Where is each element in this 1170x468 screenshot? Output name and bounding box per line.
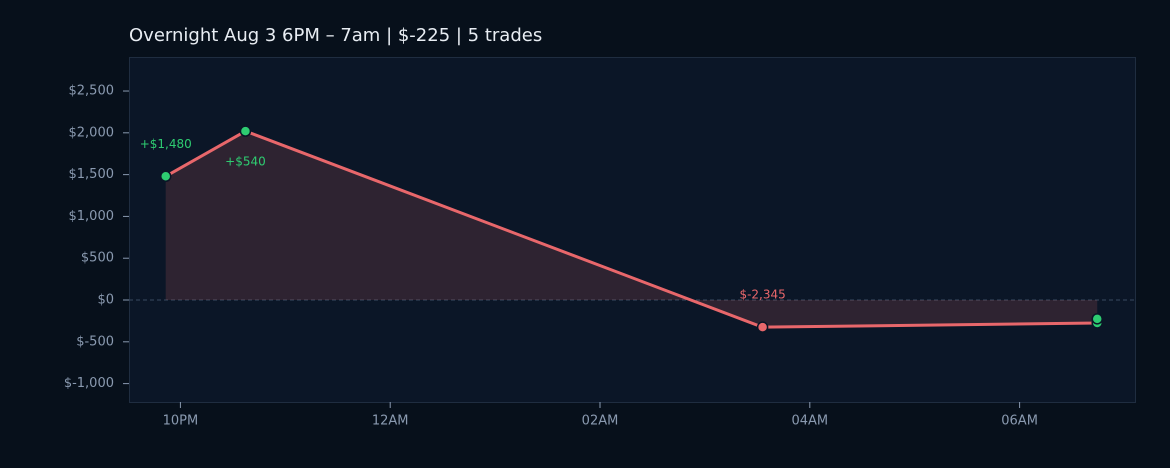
y-tick-label: $500 — [81, 251, 114, 266]
trade-marker — [756, 321, 769, 333]
plot-area — [129, 57, 1136, 403]
x-tick-label: 04AM — [791, 414, 828, 429]
trade-label: +$540 — [225, 155, 266, 169]
y-tick-label: $-500 — [76, 334, 114, 349]
x-tick-label: 06AM — [1001, 414, 1038, 429]
trade-marker — [159, 170, 172, 183]
x-tick-label: 10PM — [163, 414, 199, 429]
chart-title: Overnight Aug 3 6PM – 7am | $-225 | 5 tr… — [129, 25, 542, 46]
trade-label: +$1,480 — [140, 137, 192, 151]
y-tick-label: $1,000 — [69, 209, 115, 224]
y-tick-label: $2,500 — [69, 84, 115, 99]
area — [165, 131, 1098, 328]
trade-marker — [1091, 313, 1103, 325]
trade-label: $-2,345 — [739, 288, 785, 302]
trade-marker — [239, 125, 252, 137]
x-tick-label: 02AM — [582, 414, 619, 429]
y-tick-label: $0 — [97, 293, 114, 308]
y-tick-label: $2,000 — [69, 125, 115, 140]
y-tick-label: $1,500 — [69, 167, 115, 182]
x-tick-label: 12AM — [372, 414, 409, 429]
y-tick-label: $-1,000 — [64, 376, 114, 391]
